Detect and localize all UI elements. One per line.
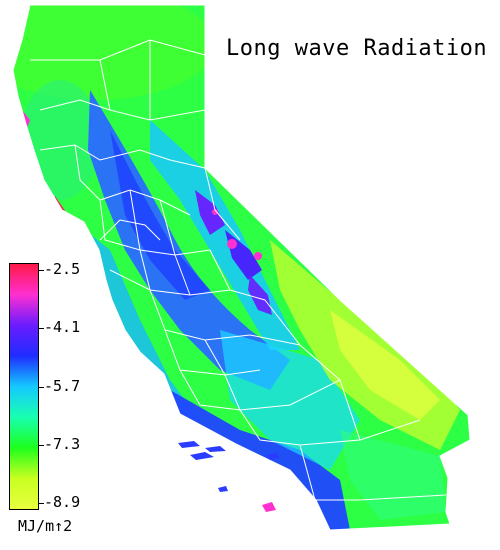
channel-islands [178, 441, 280, 512]
legend-tick-label: -7.3 [44, 434, 81, 453]
legend-tick-mark [39, 270, 44, 271]
legend-tick-label: -5.7 [44, 376, 81, 395]
legend-tick-mark [39, 444, 44, 446]
state-outline [12, 4, 471, 531]
color-scale-bar [9, 263, 39, 510]
legend-tick-label: -8.9 [44, 493, 81, 511]
county-lines [30, 39, 447, 501]
legend-tick-mark [39, 328, 44, 330]
legend-tick-mark [39, 386, 44, 388]
legend-tick-label: -4.1 [44, 318, 81, 337]
legend-tick-label: -2.5 [44, 260, 81, 278]
legend-tick-mark [39, 503, 44, 504]
unit-label: MJ/m↑2 [18, 517, 73, 535]
map-title: Long wave Radiation [226, 36, 488, 61]
